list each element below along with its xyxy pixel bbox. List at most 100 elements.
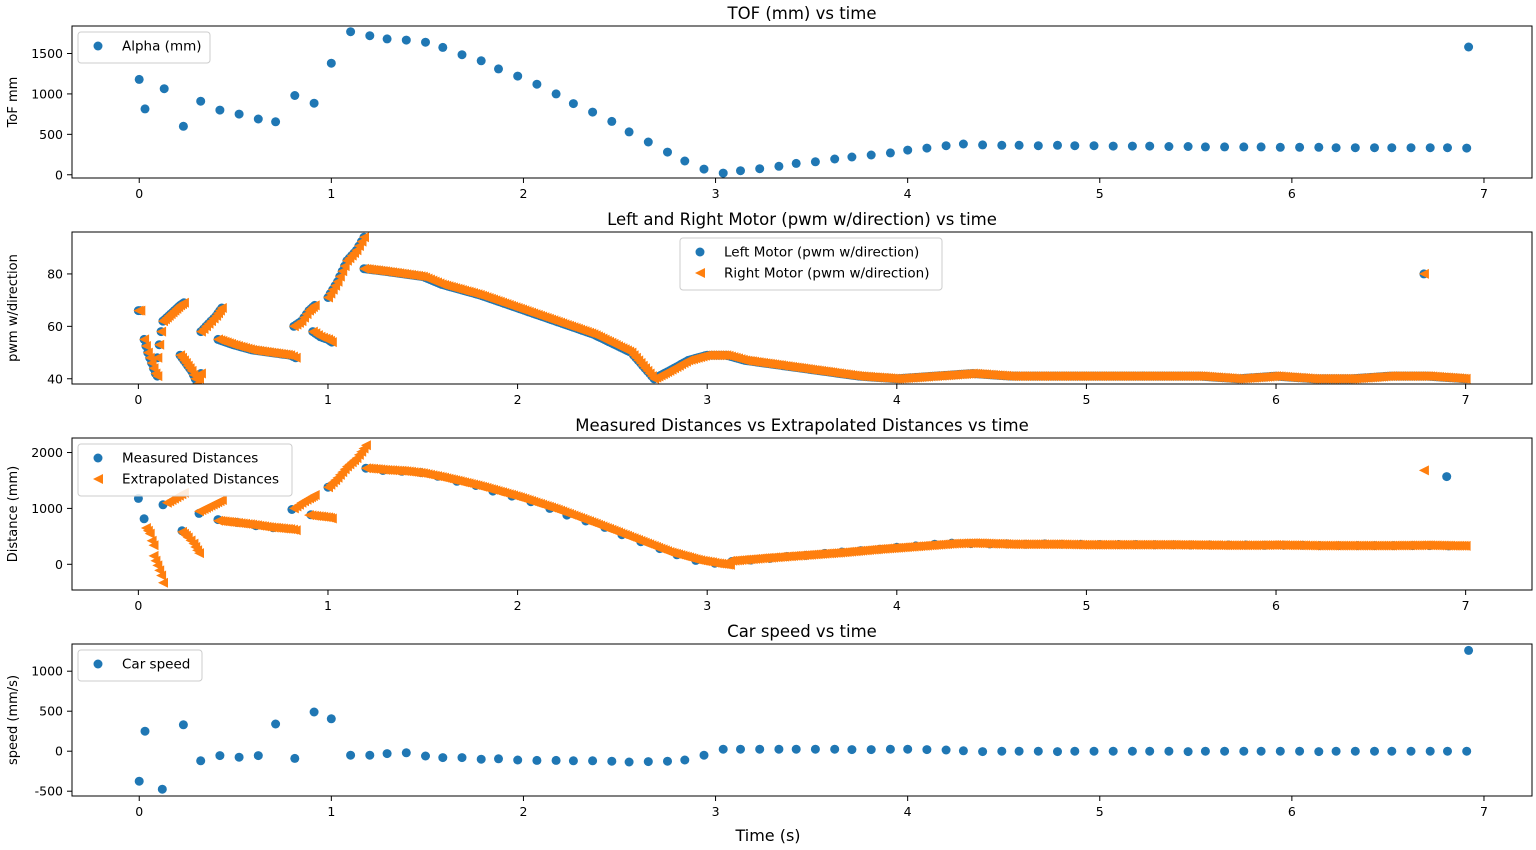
data-point bbox=[332, 276, 343, 287]
x-tick-label: 6 bbox=[1272, 392, 1280, 407]
data-point bbox=[290, 753, 300, 763]
y-tick-label: 1500 bbox=[31, 46, 63, 61]
y-tick-label: 500 bbox=[39, 127, 63, 142]
data-point bbox=[271, 117, 281, 127]
data-point bbox=[774, 161, 784, 171]
data-point bbox=[216, 303, 227, 313]
data-point bbox=[1460, 540, 1471, 551]
x-tick-label: 4 bbox=[904, 186, 912, 201]
data-point bbox=[885, 744, 895, 754]
data-point bbox=[1108, 141, 1118, 151]
data-point bbox=[494, 754, 503, 764]
data-point bbox=[1350, 143, 1360, 153]
x-tick-label: 7 bbox=[1462, 598, 1470, 613]
data-point bbox=[1425, 143, 1435, 153]
data-point bbox=[1145, 746, 1155, 756]
data-point bbox=[1464, 645, 1474, 655]
data-point bbox=[1331, 143, 1341, 153]
data-point bbox=[360, 440, 371, 451]
data-point bbox=[699, 164, 709, 174]
data-point bbox=[588, 107, 598, 117]
data-point bbox=[958, 139, 968, 149]
data-point bbox=[513, 71, 523, 81]
legend-label: Left Motor (pwm w/direction) bbox=[724, 245, 919, 261]
data-point bbox=[337, 266, 348, 277]
data-point bbox=[1256, 746, 1266, 756]
plot-area bbox=[134, 645, 1474, 794]
data-point bbox=[1014, 140, 1024, 150]
data-point bbox=[588, 756, 598, 766]
x-tick-label: 4 bbox=[893, 392, 901, 407]
y-axis-label: speed (mm/s) bbox=[6, 675, 21, 765]
data-point bbox=[1053, 140, 1062, 150]
data-point bbox=[1127, 141, 1137, 151]
data-point bbox=[1239, 142, 1249, 152]
data-point bbox=[346, 750, 356, 760]
series-1 bbox=[134, 645, 1474, 794]
data-point bbox=[755, 744, 765, 754]
x-tick-label: 7 bbox=[1480, 186, 1488, 201]
data-point bbox=[958, 746, 968, 756]
subplot-title: Left and Right Motor (pwm w/direction) v… bbox=[607, 210, 997, 229]
data-point bbox=[234, 109, 244, 119]
data-point bbox=[196, 96, 206, 106]
data-point bbox=[139, 334, 150, 345]
data-point bbox=[216, 495, 227, 505]
data-point bbox=[1239, 746, 1249, 756]
data-point bbox=[1164, 746, 1174, 756]
x-tick-label: 1 bbox=[324, 598, 332, 613]
data-point bbox=[663, 756, 672, 766]
subplot-3: Measured Distances vs Extrapolated Dista… bbox=[6, 416, 1533, 613]
data-point bbox=[365, 750, 375, 760]
legend: Car speed bbox=[77, 649, 203, 682]
x-tick-label: 3 bbox=[703, 598, 711, 613]
data-point bbox=[365, 31, 375, 41]
data-point bbox=[1256, 142, 1266, 152]
data-point bbox=[643, 137, 653, 147]
x-tick-label: 1 bbox=[324, 392, 332, 407]
data-point bbox=[290, 525, 301, 536]
data-point bbox=[643, 757, 653, 767]
data-point bbox=[551, 755, 561, 765]
data-point bbox=[791, 744, 801, 754]
x-tick-label: 0 bbox=[134, 392, 142, 407]
y-tick-label: -500 bbox=[35, 784, 63, 799]
plot-area bbox=[133, 232, 1471, 384]
x-tick-label: 5 bbox=[1096, 186, 1104, 201]
data-point bbox=[922, 745, 932, 755]
data-point bbox=[718, 744, 728, 754]
data-point bbox=[1443, 746, 1452, 756]
legend-marker bbox=[93, 659, 103, 669]
data-point bbox=[1418, 465, 1429, 476]
subplot-title: Measured Distances vs Extrapolated Dista… bbox=[575, 416, 1028, 435]
data-point bbox=[382, 34, 392, 44]
y-tick-label: 1000 bbox=[31, 664, 63, 679]
data-point bbox=[476, 754, 486, 764]
data-point bbox=[830, 744, 840, 754]
data-point bbox=[1442, 472, 1452, 482]
data-point bbox=[152, 371, 163, 382]
data-point bbox=[810, 744, 820, 754]
data-point bbox=[680, 755, 690, 765]
data-point bbox=[156, 570, 167, 581]
data-point bbox=[532, 79, 542, 89]
axes-frame bbox=[71, 25, 1533, 179]
legend-label: Car speed bbox=[122, 657, 190, 673]
data-point bbox=[1387, 746, 1397, 756]
data-point bbox=[494, 64, 503, 74]
data-point bbox=[1370, 746, 1379, 756]
figure-xlabel: Time (s) bbox=[734, 826, 800, 845]
data-point bbox=[830, 154, 840, 164]
data-point bbox=[195, 368, 206, 379]
data-point bbox=[1314, 142, 1324, 152]
data-point bbox=[154, 339, 165, 350]
data-point bbox=[271, 719, 281, 729]
data-point bbox=[309, 300, 320, 311]
y-tick-label: 0 bbox=[55, 744, 63, 759]
data-point bbox=[1295, 746, 1305, 756]
series-1 bbox=[134, 27, 1474, 178]
y-tick-label: 500 bbox=[39, 704, 63, 719]
data-point bbox=[134, 776, 144, 786]
data-point bbox=[1462, 143, 1472, 153]
data-point bbox=[978, 140, 988, 150]
